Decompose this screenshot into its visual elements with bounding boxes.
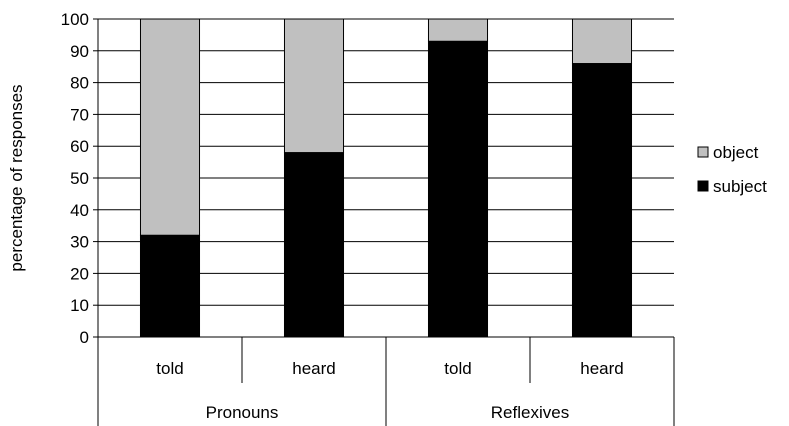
bar-subject <box>283 152 345 338</box>
y-tick-label: 90 <box>70 42 89 61</box>
y-tick-label: 40 <box>70 201 89 220</box>
y-tick-label: 50 <box>70 169 89 188</box>
group-label: Reflexives <box>491 403 569 422</box>
legend-label: object <box>713 143 759 162</box>
y-tick-label: 80 <box>70 74 89 93</box>
y-tick-labels: 0 10 20 30 40 50 60 70 80 90 100 <box>61 10 89 347</box>
y-tick-label: 0 <box>80 328 89 347</box>
legend-label: subject <box>713 177 767 196</box>
y-tick-label: 70 <box>70 105 89 124</box>
bar-subject <box>571 63 633 338</box>
axes <box>93 18 675 426</box>
y-axis-label: percentage of responses <box>7 84 26 271</box>
y-tick-label: 60 <box>70 137 89 156</box>
y-tick-label: 30 <box>70 233 89 252</box>
legend: object subject <box>697 143 767 196</box>
legend-swatch <box>697 180 709 192</box>
category-label: heard <box>580 359 623 378</box>
y-tick-label: 10 <box>70 296 89 315</box>
category-label: told <box>156 359 183 378</box>
legend-swatch <box>697 146 709 158</box>
bar-subject <box>139 234 201 338</box>
y-tick-label: 20 <box>70 264 89 283</box>
category-label: heard <box>292 359 335 378</box>
y-tick-label: 100 <box>61 10 89 29</box>
group-label: Pronouns <box>206 403 279 422</box>
category-label: told <box>444 359 471 378</box>
bar-object <box>427 18 489 42</box>
bar-subject <box>427 40 489 338</box>
bar-object <box>571 18 633 65</box>
bar-object <box>283 18 345 154</box>
x-axis-labels: told heard told heard Pronouns Reflexives <box>156 359 623 422</box>
bar-object <box>139 18 201 236</box>
